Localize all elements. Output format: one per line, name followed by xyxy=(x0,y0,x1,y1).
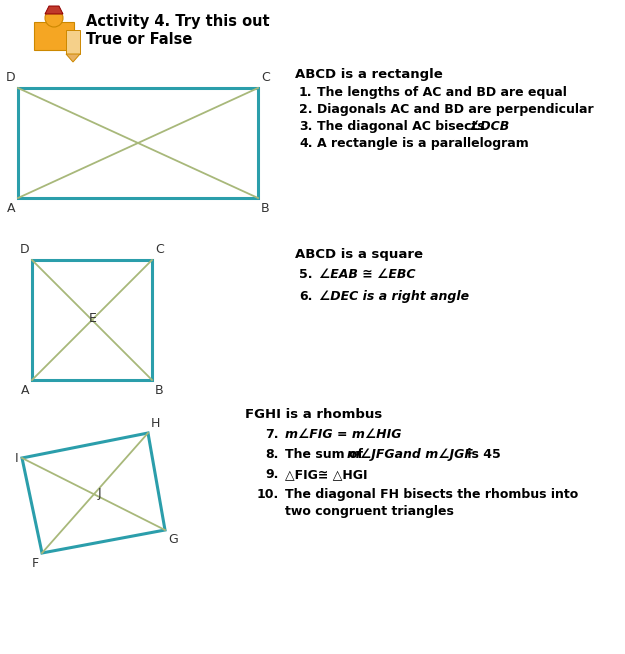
Text: 8.: 8. xyxy=(265,448,278,461)
Text: A: A xyxy=(21,384,29,397)
Text: 2.: 2. xyxy=(299,103,312,116)
Text: F: F xyxy=(32,557,39,570)
Text: D: D xyxy=(6,71,15,84)
Text: 5.: 5. xyxy=(299,268,312,281)
Text: A: A xyxy=(6,202,15,215)
Text: The diagonal FH bisects the rhombus into: The diagonal FH bisects the rhombus into xyxy=(285,488,578,501)
Text: ∠EAB ≅ ∠EBC: ∠EAB ≅ ∠EBC xyxy=(319,268,416,281)
Text: ABCD is a square: ABCD is a square xyxy=(295,248,423,261)
Text: m∠JFGand m∠JGF: m∠JFGand m∠JGF xyxy=(347,448,473,461)
Text: 3.: 3. xyxy=(299,120,312,133)
Text: A rectangle is a parallelogram: A rectangle is a parallelogram xyxy=(317,137,529,150)
Text: FGHI is a rhombus: FGHI is a rhombus xyxy=(245,408,382,421)
Polygon shape xyxy=(66,30,80,54)
Text: Diagonals AC and BD are perpendicular: Diagonals AC and BD are perpendicular xyxy=(317,103,594,116)
Text: 1.: 1. xyxy=(299,86,312,99)
Polygon shape xyxy=(34,22,74,50)
Text: △FIG≅ △HGI: △FIG≅ △HGI xyxy=(285,468,368,481)
Text: E: E xyxy=(89,311,97,324)
Text: ∠​DCB: ∠​DCB xyxy=(469,120,509,133)
Text: ABCD is a rectangle: ABCD is a rectangle xyxy=(295,68,442,81)
Text: D: D xyxy=(19,243,29,256)
Text: ∠DEC is a right angle: ∠DEC is a right angle xyxy=(319,290,469,303)
Text: two congruent triangles: two congruent triangles xyxy=(285,505,454,518)
Text: I: I xyxy=(14,451,18,464)
Text: 4.: 4. xyxy=(299,137,312,150)
Text: 6.: 6. xyxy=(299,290,312,303)
Text: 10.: 10. xyxy=(257,488,279,501)
Text: m∠FIG = m∠HIG: m∠FIG = m∠HIG xyxy=(285,428,401,441)
Text: 7.: 7. xyxy=(265,428,279,441)
Text: C: C xyxy=(155,243,164,256)
Text: 9.: 9. xyxy=(265,468,278,481)
Text: H: H xyxy=(151,417,161,430)
Text: C: C xyxy=(261,71,270,84)
Text: Activity 4. Try this out: Activity 4. Try this out xyxy=(86,14,269,29)
Polygon shape xyxy=(66,54,80,62)
Text: True or False: True or False xyxy=(86,32,192,47)
Text: G: G xyxy=(168,533,177,546)
Text: The sum of: The sum of xyxy=(285,448,368,461)
Text: The lengths of AC and BD are equal: The lengths of AC and BD are equal xyxy=(317,86,567,99)
Circle shape xyxy=(45,9,63,27)
Text: The diagonal AC bisects: The diagonal AC bisects xyxy=(317,120,485,133)
Text: is 45: is 45 xyxy=(463,448,501,461)
Text: B: B xyxy=(155,384,164,397)
Text: B: B xyxy=(261,202,269,215)
Polygon shape xyxy=(45,6,63,14)
Text: J: J xyxy=(98,487,101,500)
